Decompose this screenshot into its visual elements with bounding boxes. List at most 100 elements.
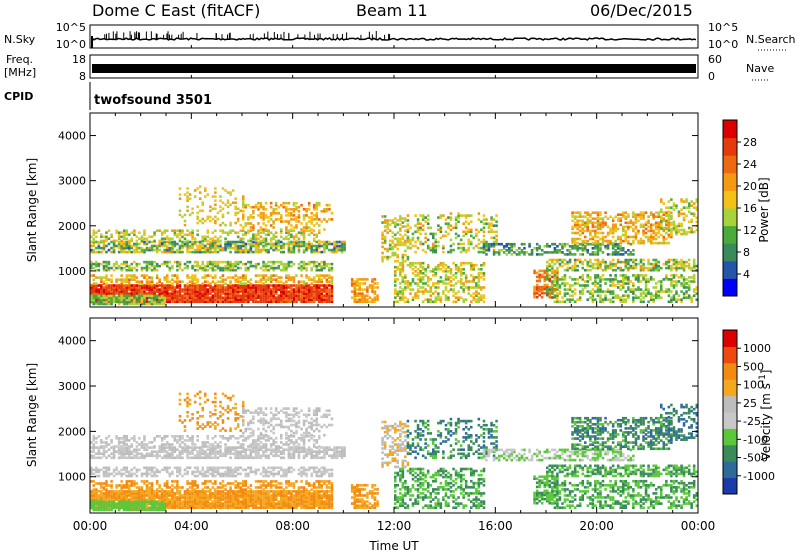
heatmap-cell: [193, 292, 197, 295]
heatmap-cell: [644, 294, 648, 297]
heatmap-cell: [421, 261, 425, 265]
nsky-line: [91, 36, 697, 41]
heatmap-cell: [629, 290, 633, 293]
heatmap-cell: [368, 296, 372, 299]
heatmap-cell: [249, 290, 253, 293]
heatmap-cell: [224, 266, 227, 270]
heatmap-cell: [120, 274, 123, 277]
heatmap-cell: [242, 240, 245, 244]
heatmap-cell: [414, 296, 417, 299]
heatmap-cell: [221, 201, 225, 204]
heatmap-cell: [404, 229, 407, 232]
heatmap-cell: [475, 228, 478, 232]
heatmap-cell: [262, 274, 265, 277]
heatmap-cell: [642, 217, 645, 220]
heatmap-cell: [477, 276, 481, 279]
heatmap-cell: [297, 298, 301, 301]
heatmap-cell: [606, 217, 610, 220]
heatmap-cell: [411, 244, 415, 248]
heatmap-cell: [226, 276, 230, 279]
heatmap-cell: [520, 242, 524, 246]
power-colorbar-segment: [723, 137, 737, 156]
heatmap-cell: [193, 195, 197, 198]
heatmap-cell: [682, 212, 686, 216]
heatmap-cell: [186, 260, 189, 264]
heatmap-cell: [155, 290, 159, 293]
heatmap-cell: [553, 289, 557, 293]
heatmap-cell: [581, 247, 585, 250]
heatmap-cell: [239, 280, 243, 283]
heatmap-cell: [120, 235, 123, 239]
heatmap-cell: [191, 240, 194, 244]
heatmap-cell: [540, 295, 544, 299]
heatmap-cell: [447, 232, 450, 236]
heatmap-cell: [196, 292, 199, 295]
heatmap-cell: [285, 264, 288, 268]
heatmap-cell: [421, 300, 425, 304]
heatmap-cell: [135, 248, 139, 252]
heatmap-cell: [373, 290, 377, 293]
heatmap-cell: [680, 300, 683, 304]
heatmap-cell: [682, 260, 686, 264]
heatmap-cell: [226, 292, 230, 295]
heatmap-cell: [682, 294, 686, 297]
heatmap-cell: [543, 269, 547, 273]
heatmap-cell: [285, 276, 288, 279]
heatmap-cell: [492, 242, 496, 246]
freq-band: [92, 64, 696, 73]
heatmap-cell: [219, 280, 222, 283]
heatmap-cell: [561, 242, 564, 246]
heatmap-cell: [581, 290, 585, 293]
heatmap-cell: [330, 250, 334, 254]
heatmap-cell: [117, 292, 121, 295]
heatmap-cell: [416, 230, 420, 234]
heatmap-cell: [447, 290, 450, 293]
heatmap-cell: [163, 240, 167, 244]
heatmap-cell: [176, 233, 179, 237]
heatmap-cell: [244, 231, 248, 234]
heatmap-cell: [247, 280, 250, 283]
heatmap-cell: [224, 223, 227, 227]
heatmap-cell: [680, 228, 683, 232]
heatmap-cell: [551, 280, 554, 283]
heatmap-cell: [581, 245, 585, 248]
heatmap-cell: [596, 223, 600, 227]
heatmap-cell: [290, 284, 293, 287]
heatmap-cell: [95, 282, 98, 285]
heatmap-cell: [209, 282, 212, 285]
heatmap-cell: [495, 224, 498, 227]
heatmap-cell: [472, 280, 476, 283]
heatmap-cell: [272, 292, 275, 295]
heatmap-cell: [133, 490, 136, 493]
heatmap-cell: [160, 300, 164, 304]
heatmap-cell: [454, 276, 458, 279]
heatmap-cell: [204, 237, 207, 241]
heatmap-cell: [467, 228, 471, 232]
heatmap-cell: [259, 235, 263, 239]
heatmap-cell: [178, 288, 182, 291]
heatmap-cell: [188, 300, 192, 304]
heatmap-cell: [310, 260, 313, 264]
heatmap-cell: [269, 292, 273, 295]
heatmap-cell: [401, 294, 405, 297]
heatmap-cell: [312, 218, 316, 221]
heatmap-cell: [335, 244, 339, 248]
heatmap-cell: [239, 286, 243, 289]
heatmap-cell: [318, 242, 321, 246]
heatmap-cell: [216, 280, 220, 283]
heatmap-cell: [350, 296, 354, 299]
heatmap-cell: [262, 222, 265, 225]
heatmap-cell: [295, 224, 298, 227]
heatmap-cell: [434, 244, 438, 248]
heatmap-cell: [388, 255, 392, 259]
heatmap-cell: [596, 215, 600, 218]
heatmap-cell: [272, 290, 275, 293]
heatmap-cell: [665, 221, 668, 225]
heatmap-cell: [110, 496, 113, 499]
heatmap-cell: [269, 214, 273, 217]
heatmap-cell: [629, 258, 633, 262]
heatmap-cell: [130, 292, 134, 295]
heatmap-cell: [110, 294, 113, 298]
heatmap-cell: [97, 498, 101, 501]
heatmap-cell: [596, 288, 600, 291]
